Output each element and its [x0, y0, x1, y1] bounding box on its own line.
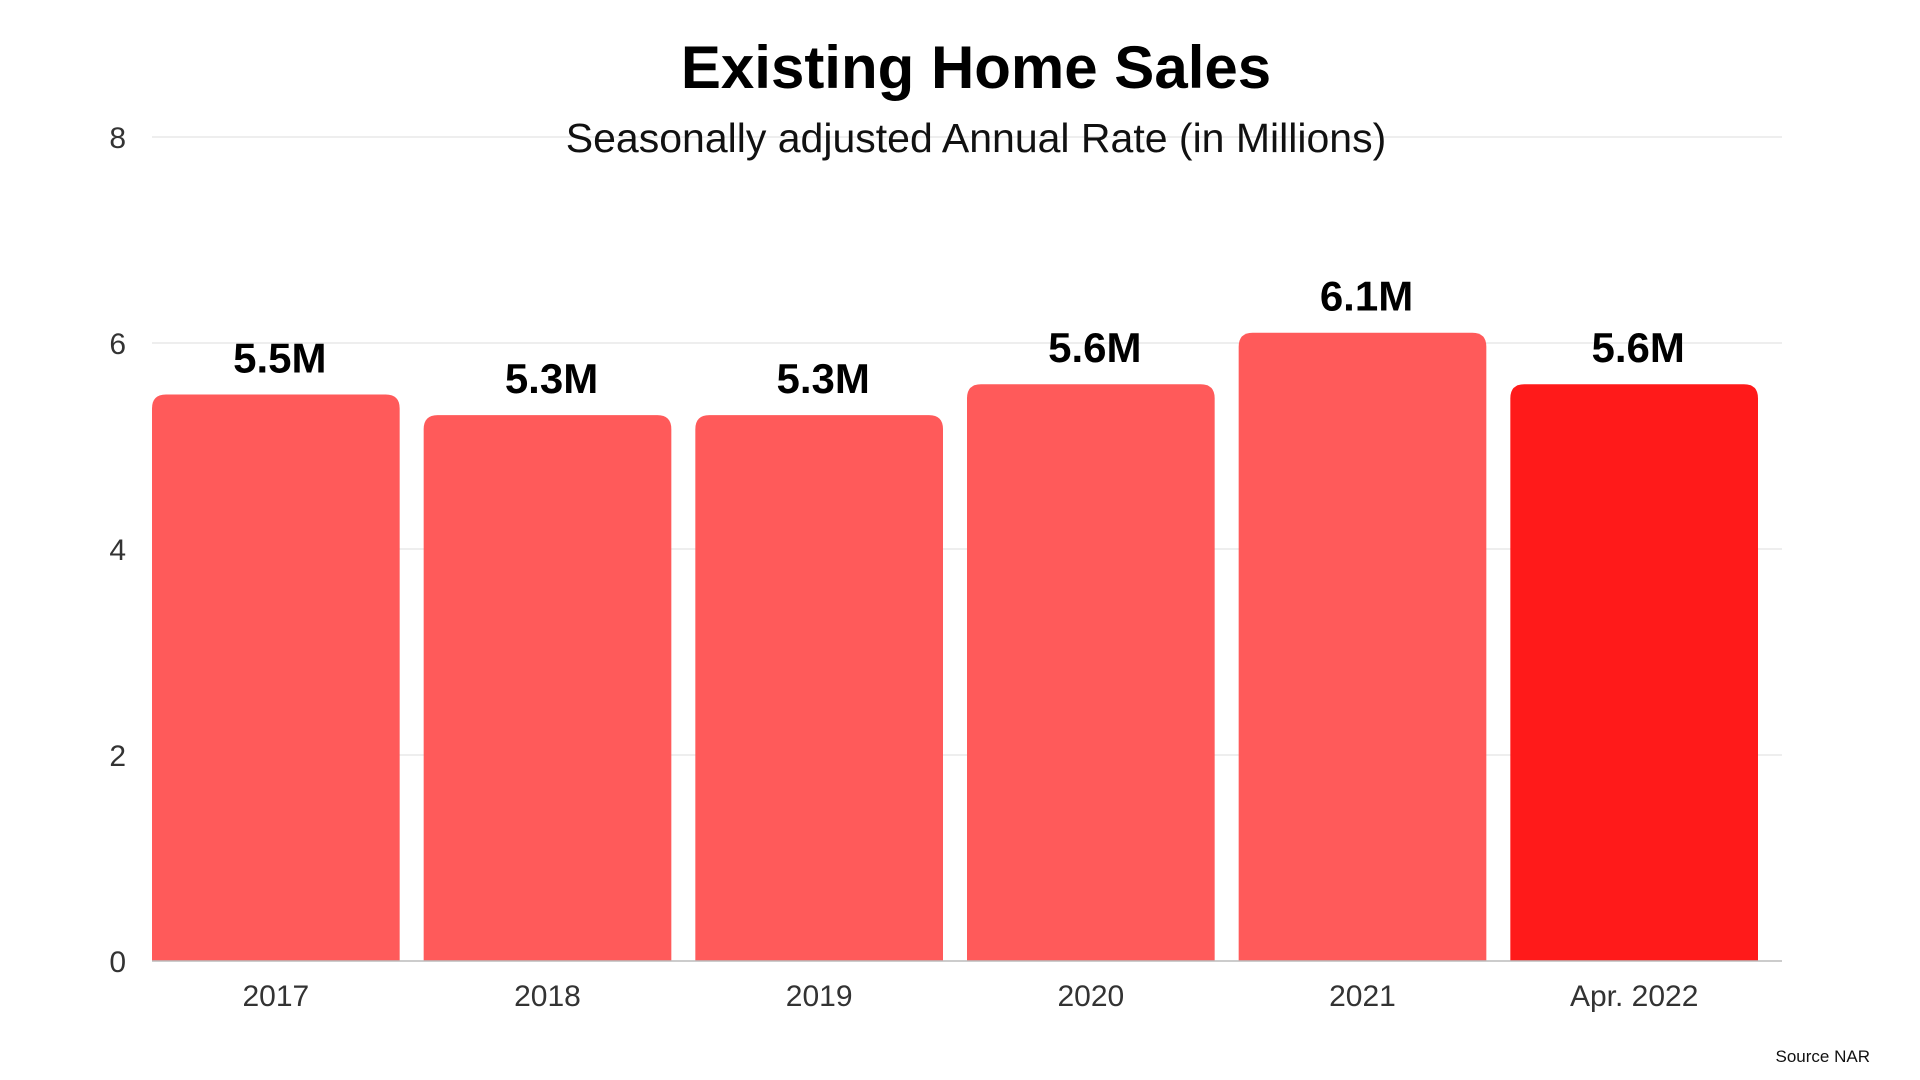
- x-tick-label: 2020: [1057, 980, 1124, 1013]
- source-note: Source NAR: [1776, 1047, 1870, 1066]
- bar-2021: [1238, 332, 1487, 961]
- bars: [152, 332, 1758, 962]
- y-axis-ticks: 0 2 4 6 8: [109, 122, 126, 979]
- bar-2018: [423, 415, 672, 962]
- y-tick-label: 2: [109, 740, 126, 773]
- data-labels: 5.5M 5.3M 5.3M 5.6M 6.1M 5.6M: [233, 273, 1685, 402]
- x-tick-label: Apr. 2022: [1570, 980, 1698, 1013]
- x-axis-ticks: 2017 2018 2019 2020 2021 Apr. 2022: [242, 980, 1698, 1013]
- chart-subtitle: Seasonally adjusted Annual Rate (in Mill…: [566, 115, 1386, 161]
- bar-value-label: 5.6M: [1048, 324, 1141, 371]
- bar-value-label: 5.5M: [233, 335, 326, 382]
- bar-value-label: 5.3M: [505, 355, 598, 402]
- y-tick-label: 4: [109, 534, 126, 567]
- x-tick-label: 2017: [242, 980, 309, 1013]
- chart-title: Existing Home Sales: [681, 34, 1271, 101]
- y-tick-label: 8: [109, 122, 126, 155]
- x-tick-label: 2019: [786, 980, 853, 1013]
- bar-2017: [152, 394, 400, 961]
- bar-value-label: 6.1M: [1320, 273, 1413, 320]
- bar-value-label: 5.3M: [776, 355, 869, 402]
- bar-value-label: 5.6M: [1591, 324, 1684, 371]
- bar-apr-2022: [1510, 384, 1758, 961]
- bar-2019: [695, 415, 943, 962]
- bar-2020: [967, 384, 1215, 961]
- x-tick-label: 2021: [1329, 980, 1396, 1013]
- x-tick-label: 2018: [514, 980, 581, 1013]
- y-tick-label: 6: [109, 328, 126, 361]
- y-tick-label: 0: [109, 946, 126, 979]
